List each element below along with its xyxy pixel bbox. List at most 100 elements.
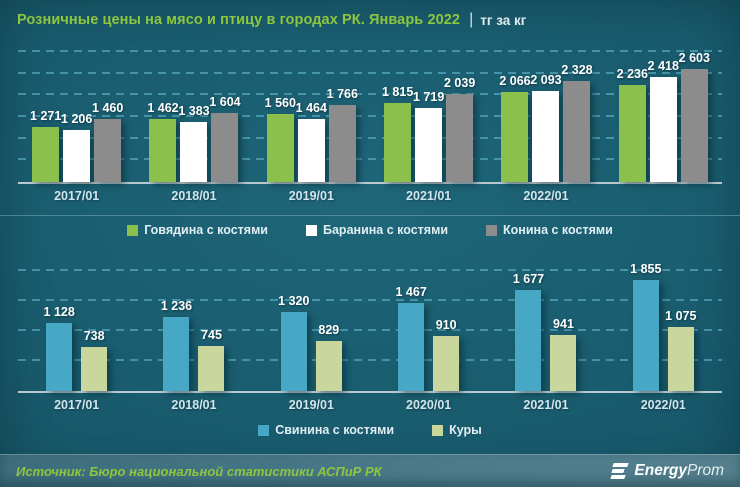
energyprom-stripes-icon [610,463,630,479]
bar-column: 1 206 [61,52,93,182]
bar-group: 2 236 2 418 2 603 [605,51,722,182]
bar [501,92,529,182]
legend-item: Свинина с костями [258,423,394,437]
bar-group: 1 815 1 719 2 039 2021/01 [370,52,487,203]
value-label: 2 093 [530,73,562,88]
bar [63,129,91,182]
logo-text: EnergyProm [634,462,724,479]
bar [515,290,542,391]
category-label: 2017/01 [54,398,100,412]
bar [280,311,307,391]
bar-column: 1 128 [43,271,75,391]
category-label: 2022/01 [523,189,569,203]
bar [680,69,708,182]
legend-label: Баранина с костями [323,223,449,237]
bar-column: 1 271 [30,52,61,182]
bar-column: 1 075 [665,271,696,391]
value-label: 1 560 [264,96,296,111]
bar [649,77,677,182]
legend-item: Говядина с костями [127,223,268,237]
value-label: 1 383 [178,104,210,119]
bar [532,91,560,182]
category-label: 2020/01 [406,398,452,412]
bar-column: 738 [81,271,108,391]
bar-column: 1 604 [209,52,241,182]
bar [149,118,177,182]
bar [667,326,694,391]
bar-column: 2 093 [530,52,562,182]
bar-column: 2 039 [444,52,475,182]
value-label: 1 719 [413,89,445,104]
bar-group: 1 677 941 2021/01 [487,271,604,412]
bar-column: 2 418 [647,52,679,182]
legend-item: Конина с костями [486,223,613,237]
bar-column: 1 320 [278,271,310,391]
bar-column: 941 [550,271,577,391]
value-label: 1 206 [61,111,93,126]
category-label: 2019/01 [288,189,334,203]
chart-pork-legend: Свинина с костями Куры [0,420,740,443]
gridline [18,329,722,331]
category-label: 2022/01 [640,398,686,412]
bar-column: 2 603 [678,51,710,182]
bar-group: 1 467 910 2020/01 [370,271,487,412]
chart-pork-plot-area: 1 128 738 2017/01 1 236 745 2018/01 1 320 829 20… [18,262,722,412]
gridline [18,115,722,117]
bar [618,85,646,182]
chart-pork-chicken-prices: 1 128 738 2017/01 1 236 745 2018/01 1 320 829 20… [0,262,740,443]
value-label: 1 460 [92,100,124,115]
legend-swatch-icon [432,424,444,436]
value-label: 2 066 [499,74,531,89]
legend-swatch-icon [258,424,270,436]
value-label: 1 604 [209,94,241,109]
bar [198,346,225,391]
title-unit: тг за кг [480,12,527,28]
value-label: 1 128 [43,305,75,320]
category-label: 2019/01 [288,398,334,412]
bar-column: 1 467 [396,271,427,391]
gridline [18,158,722,161]
gridline [18,93,722,96]
bar-column: 1 719 [413,52,445,182]
value-label: 745 [201,328,222,343]
bar-group: 1 855 1 075 2022/01 [605,262,722,412]
value-label: 1 766 [326,87,358,102]
bar-column: 1 236 [160,271,193,391]
bar-column: 1 464 [295,52,327,182]
bar-group: 1 128 738 2017/01 [18,271,135,412]
value-label: 1 677 [512,272,545,287]
bar [550,334,577,391]
legend-label: Куры [449,423,482,437]
gridline [18,50,722,52]
bar [384,103,412,182]
legend-item: Куры [432,423,482,437]
bar [46,323,73,391]
bar [433,336,460,391]
bar-column: 1 815 [382,52,414,182]
value-label: 1 236 [160,298,193,313]
value-label: 2 418 [647,59,679,74]
bar-group: 1 560 1 464 1 766 2019/01 [253,52,370,203]
legend-label: Говядина с костями [144,223,268,237]
bar [632,279,659,391]
chart-meat-prices: 1 271 1 206 1 460 2017/01 1 462 1 383 1 604 201… [0,50,740,243]
bar-group: 2 066 2 093 2 328 2022/01 [487,52,604,203]
value-label: 2 603 [678,51,710,66]
bar-column: 2 236 [617,52,648,182]
category-label: 2018/01 [171,398,217,412]
bar-column: 2 066 [499,52,531,182]
bar [398,302,425,391]
value-label: 1 462 [147,100,179,115]
value-label: 1 464 [295,100,327,115]
chart-meat-axis-labels [0,184,740,211]
value-label: 910 [435,318,457,333]
bar [315,341,342,391]
category-label: 2021/01 [406,189,452,203]
value-label: 1 320 [278,293,310,308]
page-title-text: Розничные цены на мясо и птицу в городах… [17,12,461,28]
energyprom-logo: EnergyProm [610,462,724,480]
chart-pork-axis-labels [0,393,740,420]
value-label: 829 [318,323,340,338]
value-label: 1 815 [382,85,414,100]
